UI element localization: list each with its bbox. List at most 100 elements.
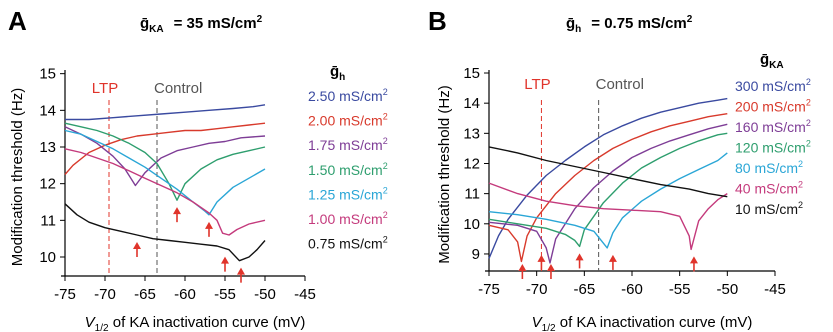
panel-a-series-line [64,126,266,187]
panel-b-legend-entry-sup: 2 [806,118,811,128]
panel-a-x-axis-title-rest: of KA inactivation curve (mV) [109,314,306,331]
panel-b-arrow-head [518,264,527,271]
panel-b-legend-header-sub: KA [769,60,783,71]
panel-a-legend-entry-sup: 2 [383,235,388,245]
panel-a-y-tick-label: 15 [39,66,56,83]
panel-b-y-tick-label: 9 [472,246,480,263]
panel-b-title-symbol: ḡ [566,15,575,32]
panel-b-legend-entry-name: 80 mS/cm [735,160,798,176]
panel-b-y-tick-label: 14 [463,95,480,112]
panel-a-legend-header-symbol: ḡ [330,63,339,80]
panel-a-arrow-head [133,242,141,249]
panel-b-minimum-arrow [518,264,527,279]
panel-b-arrow-head [575,253,584,261]
panel-a-title-rest: = 35 mS/cm [174,15,257,32]
panel-a-legend-entry-name: 2.50 mS/cm [308,88,383,104]
panel-a-y-tick-label: 10 [39,249,56,266]
panel-a-marker-label-control: Control [154,80,202,97]
panel-b-series-line [488,182,728,251]
panel-b-minimum-arrow [546,264,555,279]
panel-a-legend-entry-sup: 2 [383,185,388,195]
panel-a-legend-entry-sup: 2 [383,136,388,146]
panel-a-arrow-head [237,267,245,275]
panel-b-y-tick-label: 11 [464,186,480,203]
panel-b-legend-entry: 80 mS/cm2 [735,159,803,176]
panel-a-letter: A [8,6,27,36]
panel-b-arrow-head [608,254,617,262]
panel-a-series-line [64,148,266,236]
panel-a-legend-entry-sup: 2 [383,161,388,171]
panel-b-legend-header-symbol: ḡ [760,51,769,68]
panel-a-x-tick-label: -65 [134,286,156,303]
panel-a-x-tick-label: -45 [294,286,316,303]
panel-a-y-tick-label: 11 [40,212,56,229]
panel-a-x-axis-title: V1/2 of KA inactivation curve (mV) [85,314,306,332]
panel-a-legend-entry-sup: 2 [383,87,388,97]
panel-b-legend-entry-name: 40 mS/cm [735,181,798,197]
panel-a-x-tick-label: -50 [254,286,276,303]
panel-b-chart: -75 -70 -65 -60 -55 -50 -45 9 10 11 12 13 14 15 Modifi… [436,51,811,332]
panel-b-series-line [488,123,728,264]
panel-a-legend-entry-name: 1.00 mS/cm [308,211,383,227]
panel-a-y-tick-label: 12 [39,176,56,193]
panel-a-y-axis-title: Modification threshold (Hz) [9,88,26,266]
panel-a-legend-header: ḡh [330,63,345,83]
panel-b-legend-entry-sup: 2 [798,200,803,210]
panel-a-arrow-head [205,221,213,229]
panel-b-legend-entry-name: 200 mS/cm [735,99,806,115]
panel-b-title-sup: 2 [687,14,693,25]
panel-b-legend-entry-name: 10 mS/cm [735,201,798,217]
panel-b-series-line [488,113,728,263]
panel-b-title: ḡh = 0.75 mS/cm2 [566,14,693,35]
panel-a-legend-entry-name: 1.75 mS/cm [308,137,383,153]
panel-b-legend-entry: 200 mS/cm2 [735,98,811,115]
panel-b-marker-label-control: Control [596,76,644,93]
panel-a-minimum-arrow [237,267,245,283]
panel-b-series-line [488,146,728,198]
panel-a-minimum-arrow [133,242,141,257]
panel-b-y-tick-label: 10 [463,216,480,233]
panel-a-series-line [64,122,266,201]
panel-b-series-line [488,132,728,248]
panel-a-legend-entry-name: 2.00 mS/cm [308,113,383,129]
panel-a-legend-entry: 0.75 mS/cm2 [308,235,388,252]
panel-a-x-tick-label: -70 [94,286,116,303]
panel-b-legend-entry: 120 mS/cm2 [735,139,811,156]
panel-a-series-line [64,129,266,216]
panel-b-y-axis-title: Modification threshold (Hz) [436,85,453,263]
panel-b-series-line [488,152,728,249]
panel-a-title: ḡKA = 35 mS/cm2 [140,14,263,35]
panel-a-title-sup: 2 [257,14,263,25]
panel-b-legend-entry-sup: 2 [806,139,811,149]
panel-b-title-rest: = 0.75 mS/cm [591,15,686,32]
panel-b-arrow-head [546,264,555,271]
panel-b-legend-entry-name: 120 mS/cm [735,140,806,156]
panel-b-minimum-arrow [689,256,698,272]
panel-b-legend-entry: 10 mS/cm2 [735,200,803,217]
panel-b-x-tick-label: -60 [621,281,643,298]
panel-b-minimum-arrow [537,254,546,270]
panel-b-legend-entry: 160 mS/cm2 [735,118,811,135]
panel-b-x-tick-label: -50 [716,281,738,298]
panel-a-legend-entry: 1.00 mS/cm2 [308,210,388,227]
panel-a-arrow-head [173,207,181,215]
panel-a-x-tick-label: -60 [174,286,196,303]
panel-b-y-tick-label: 12 [463,155,480,172]
panel-a-legend-entry: 1.50 mS/cm2 [308,161,388,178]
panel-b-x-tick-label: -45 [764,281,786,298]
panel-b-legend-entry-sup: 2 [798,159,803,169]
panel-a-title-sub: KA [149,24,163,35]
panel-b-title-sub: h [575,24,581,35]
panel-b-legend-entry-name: 300 mS/cm [735,78,806,94]
panel-b-x-tick-label: -75 [478,281,500,298]
panel-b-arrow-head [689,256,698,264]
panel-a-minimum-arrow [173,207,181,223]
panel-b-y-tick-label: 15 [463,65,480,82]
panel-b-y-tick-label: 13 [463,125,480,142]
panel-b-minimum-arrow [575,253,584,269]
panel-a-y-tick-label: 13 [39,139,56,156]
panel-b-x-tick-label: -55 [669,281,691,298]
panel-b-letter: B [428,6,447,36]
panel-a-series-line [65,104,266,121]
